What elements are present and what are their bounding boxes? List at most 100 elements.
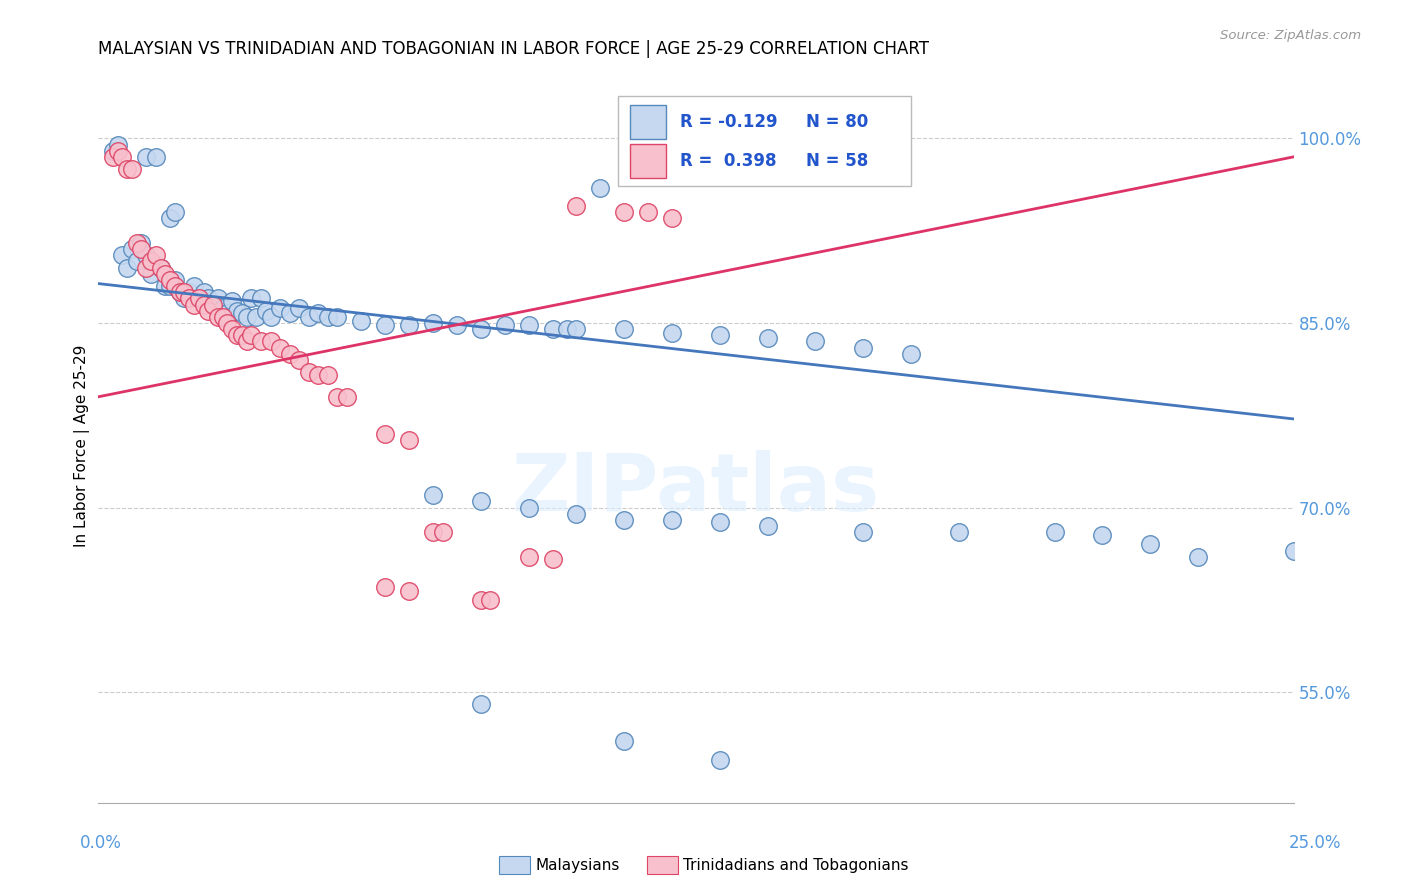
Point [316, 368, 339, 382]
Point [135, 248, 157, 262]
Point [211, 310, 233, 324]
Point [111, 248, 134, 262]
Point [245, 310, 267, 324]
Point [155, 279, 177, 293]
Text: Trinidadians and Tobagonians: Trinidadians and Tobagonians [683, 858, 908, 872]
Point [288, 301, 311, 316]
Point [852, 341, 875, 355]
Point [101, 144, 124, 158]
Point [470, 592, 492, 607]
Point [398, 433, 420, 447]
Point [111, 150, 134, 164]
Point [613, 205, 636, 219]
Point [565, 322, 588, 336]
Point [121, 162, 143, 177]
Y-axis label: In Labor Force | Age 25-29: In Labor Force | Age 25-29 [75, 345, 90, 547]
Point [159, 279, 181, 293]
Point [613, 734, 636, 748]
Point [254, 303, 277, 318]
Point [709, 516, 731, 530]
Point [398, 584, 420, 599]
Point [226, 303, 249, 318]
Point [197, 303, 219, 318]
Point [173, 291, 195, 305]
Point [107, 137, 129, 152]
Point [555, 322, 578, 336]
Point [221, 293, 243, 308]
Point [709, 328, 731, 343]
Point [221, 322, 243, 336]
Point [1282, 543, 1305, 558]
Point [709, 753, 731, 767]
Point [207, 310, 229, 324]
Point [145, 248, 167, 262]
Point [422, 316, 444, 330]
Point [101, 150, 124, 164]
Point [155, 267, 177, 281]
Point [1139, 537, 1161, 551]
Point [613, 513, 636, 527]
Point [187, 291, 209, 305]
Point [374, 318, 396, 333]
Point [125, 254, 148, 268]
Point [756, 331, 779, 345]
Point [756, 519, 779, 533]
Point [804, 334, 827, 349]
Point [709, 131, 731, 145]
Point [278, 347, 301, 361]
Point [231, 306, 253, 320]
Point [163, 279, 186, 293]
Point [145, 150, 167, 164]
Text: Source: ZipAtlas.com: Source: ZipAtlas.com [1220, 29, 1361, 42]
Point [131, 235, 153, 250]
Point [307, 306, 329, 320]
Point [240, 291, 263, 305]
Point [217, 316, 239, 330]
Point [125, 235, 148, 250]
Bar [630, 145, 666, 178]
Point [179, 285, 201, 300]
Point [565, 507, 588, 521]
Point [135, 150, 157, 164]
Point [1091, 527, 1114, 541]
Point [517, 500, 540, 515]
Point [231, 328, 253, 343]
Point [163, 205, 186, 219]
Point [183, 297, 205, 311]
Point [235, 334, 257, 349]
Point [494, 318, 516, 333]
Point [139, 267, 162, 281]
Point [432, 525, 454, 540]
Point [259, 310, 281, 324]
Point [637, 205, 659, 219]
Point [661, 513, 683, 527]
Point [149, 260, 172, 275]
Point [207, 291, 229, 305]
Point [307, 368, 329, 382]
Text: ZIPatlas: ZIPatlas [512, 450, 880, 528]
Point [179, 291, 201, 305]
Bar [630, 105, 666, 139]
Point [589, 180, 612, 194]
Point [193, 285, 215, 300]
Point [159, 211, 181, 226]
Point [107, 144, 129, 158]
Point [541, 552, 564, 566]
Point [115, 260, 138, 275]
Point [269, 341, 291, 355]
Point [517, 318, 540, 333]
Point [169, 285, 191, 300]
Point [240, 328, 263, 343]
Point [217, 306, 239, 320]
Point [422, 488, 444, 502]
Point [131, 242, 153, 256]
Point [259, 334, 281, 349]
FancyBboxPatch shape [619, 96, 911, 186]
Point [470, 698, 492, 712]
Point [250, 334, 273, 349]
Point [398, 318, 420, 333]
Point [541, 322, 564, 336]
Point [326, 310, 349, 324]
Text: N = 80: N = 80 [806, 113, 868, 131]
Point [193, 297, 215, 311]
